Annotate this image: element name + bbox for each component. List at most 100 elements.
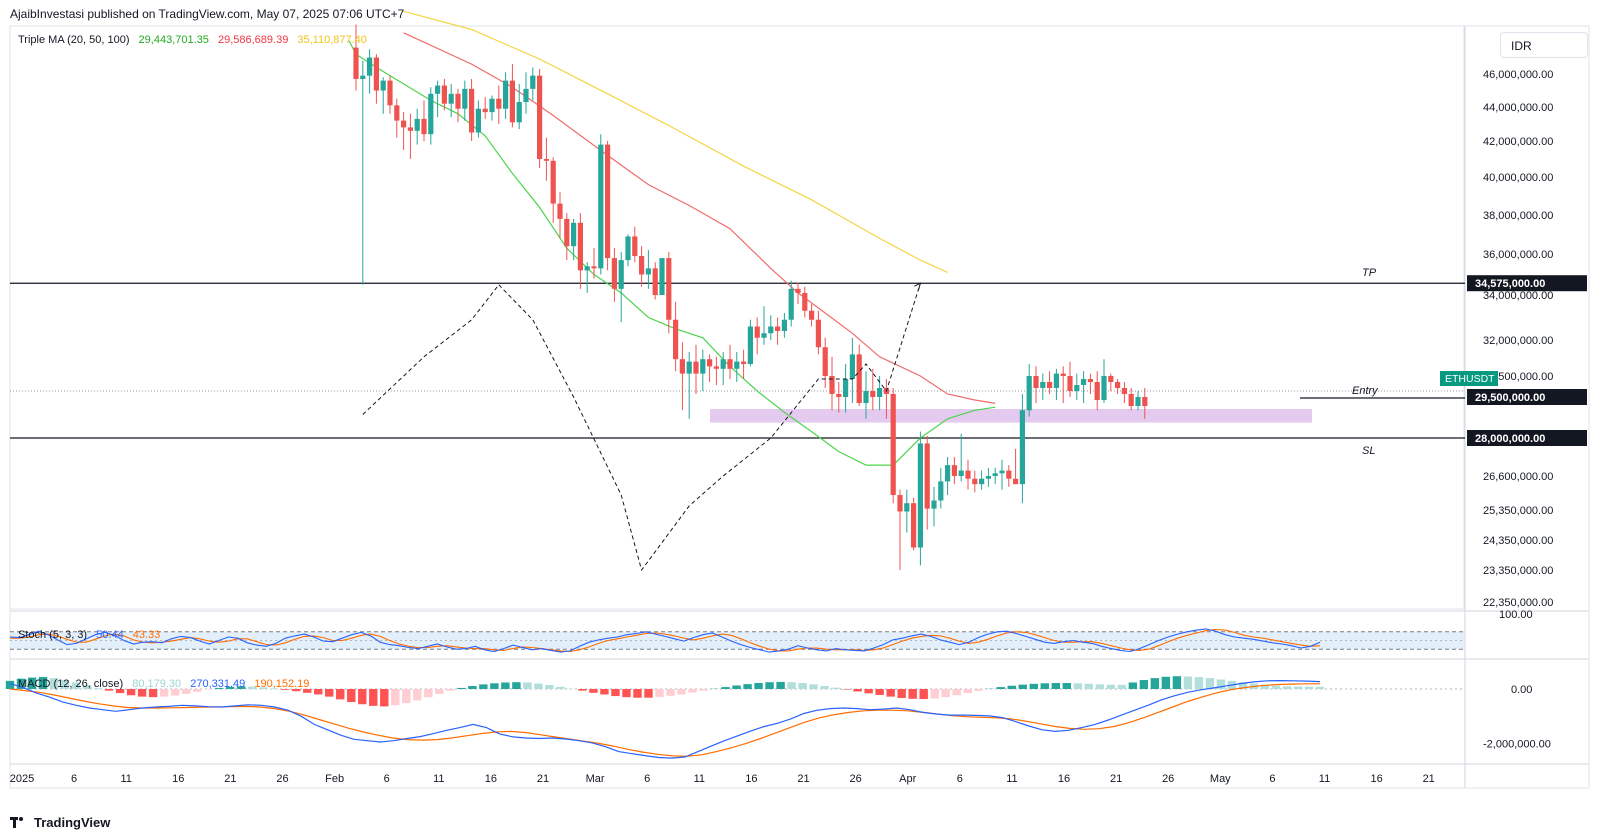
macd-histogram-bar	[974, 689, 983, 691]
tradingview-brand-text: TradingView	[34, 815, 111, 830]
candle-body	[1067, 376, 1073, 391]
candle-body	[679, 359, 685, 374]
macd-histogram-bar	[203, 689, 213, 690]
macd-histogram-bar	[1106, 684, 1116, 689]
price-axis-label: 40,000,000.00	[1483, 172, 1553, 184]
stoch-legend[interactable]: Stoch (5, 3, 3) 50.44 43.33	[18, 629, 166, 641]
time-axis-label: 11	[120, 773, 131, 785]
time-axis-label: 2025	[10, 773, 34, 785]
macd-line-value: 270,331.49	[190, 678, 246, 690]
price-axis-label: 26,600,000.00	[1483, 471, 1553, 483]
macd-histogram-bar	[930, 689, 939, 699]
currency-selector-button[interactable]: IDR	[1500, 32, 1588, 58]
time-axis-label: 21	[797, 773, 809, 785]
candle-body	[802, 292, 808, 311]
candle-body	[761, 333, 767, 338]
candle-body	[788, 288, 794, 320]
candle-body	[1087, 379, 1093, 382]
time-axis-label: 26	[849, 773, 861, 785]
price-axis-label: 24,350,000.00	[1483, 535, 1553, 547]
price-axis-label: 22,350,000.00	[1483, 597, 1553, 609]
support-zone	[710, 409, 1312, 423]
time-axis-label: 21	[1423, 773, 1435, 785]
macd-histogram-bar	[369, 689, 378, 706]
macd-histogram-bar	[1205, 678, 1215, 689]
time-axis-label: Feb	[325, 773, 344, 785]
ma100-line	[403, 10, 948, 273]
candle-body	[856, 354, 862, 403]
macd-histogram-bar	[446, 689, 455, 691]
macd-histogram-bar	[622, 689, 631, 698]
sl-price-tag-text: 28,000,000.00	[1475, 433, 1545, 445]
entry-level-label: Entry	[1352, 385, 1379, 397]
macd-histogram-bar	[1128, 682, 1138, 689]
macd-signal-value: 190,152.19	[254, 678, 310, 690]
macd-histogram-bar	[170, 689, 180, 696]
candle-body	[815, 319, 821, 348]
macd-histogram-bar	[1018, 684, 1027, 689]
macd-histogram-bar	[457, 687, 466, 689]
time-axis-label: Apr	[899, 773, 916, 785]
candle-body	[768, 326, 774, 334]
time-axis-label: 21	[224, 773, 236, 785]
ma-legend[interactable]: Triple MA (20, 50, 100) 29,443,701.35 29…	[18, 34, 373, 46]
entry-price-tag	[1467, 389, 1587, 405]
candle-body	[1108, 376, 1114, 382]
candle-body	[407, 127, 413, 131]
macd-histogram-bar	[225, 686, 235, 689]
price-axis-label: 23,350,000.00	[1483, 565, 1553, 577]
macd-histogram-bar	[831, 687, 840, 689]
tp-price-tag-text: 34,575,000.00	[1475, 278, 1545, 290]
candle-body	[543, 159, 549, 161]
macd-histogram-bar	[1073, 683, 1083, 689]
candle-body	[972, 478, 978, 485]
candle-body	[605, 144, 611, 259]
ma20-value: 29,443,701.35	[138, 34, 209, 46]
macd-histogram-bar	[314, 689, 323, 695]
macd-histogram-bar	[5, 680, 15, 689]
time-axis-label: 16	[485, 773, 497, 785]
price-axis-label: 44,000,000.00	[1483, 102, 1553, 114]
macd-histogram-bar	[578, 689, 587, 691]
macd-histogram-bar	[1062, 683, 1072, 689]
time-axis-label: 26	[276, 773, 288, 785]
time-axis-label: 26	[1162, 773, 1174, 785]
candle-body	[809, 310, 815, 320]
macd-histogram-bar	[1183, 676, 1193, 689]
macd-histogram-bar	[391, 689, 400, 706]
macd-histogram-bar	[776, 681, 785, 689]
macd-histogram-bar	[1029, 683, 1038, 689]
macd-legend[interactable]: MACD (12, 26, close) 80,179.30 270,331.4…	[18, 678, 315, 690]
candle-body	[455, 93, 461, 109]
candle-body	[965, 470, 971, 479]
candle-body	[992, 473, 998, 476]
macd-histogram-bar	[1172, 676, 1182, 689]
macd-histogram-bar	[754, 683, 763, 689]
macd-histogram-bar	[919, 689, 928, 700]
candle-body	[1053, 373, 1059, 388]
candle-body	[1060, 373, 1066, 376]
candle-body	[1006, 470, 1012, 479]
macd-histogram-bar	[247, 686, 257, 689]
candle-body	[849, 354, 855, 379]
candle-body	[707, 359, 713, 367]
candle-body	[1013, 478, 1019, 485]
macd-histogram-bar	[611, 689, 620, 697]
macd-histogram-bar	[732, 685, 741, 689]
candle-body	[503, 80, 509, 109]
macd-histogram-bar	[512, 682, 521, 689]
macd-histogram-bar	[49, 678, 59, 689]
price-axis-label: 42,000,000.00	[1483, 136, 1553, 148]
macd-histogram-bar	[809, 684, 818, 689]
symbol-tag-text: ETHUSDT	[1445, 373, 1495, 385]
time-axis-label: 16	[745, 773, 757, 785]
macd-histogram-bar	[181, 689, 191, 694]
macd-histogram-bar	[600, 689, 609, 695]
tradingview-logo[interactable]: TradingView	[10, 815, 110, 830]
candle-body	[632, 236, 638, 257]
tradingview-logo-icon	[10, 817, 28, 828]
candle-body	[448, 93, 454, 104]
stoch-k-value: 50.44	[96, 629, 124, 641]
